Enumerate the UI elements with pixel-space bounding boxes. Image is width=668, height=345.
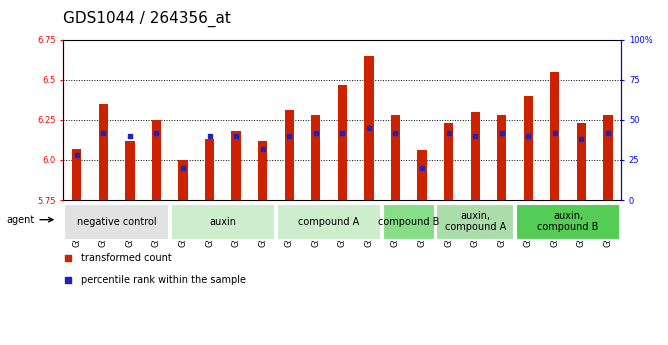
Point bbox=[417, 165, 428, 171]
Bar bbox=[444, 123, 454, 200]
Bar bbox=[311, 115, 321, 200]
Point bbox=[576, 136, 587, 142]
Point bbox=[311, 130, 321, 136]
Bar bbox=[516, 204, 621, 239]
Bar bbox=[152, 120, 161, 200]
Text: percentile rank within the sample: percentile rank within the sample bbox=[81, 275, 246, 285]
Bar bbox=[231, 131, 240, 200]
Point bbox=[496, 130, 507, 136]
Bar bbox=[277, 204, 381, 239]
Bar bbox=[364, 56, 373, 200]
Point bbox=[63, 255, 73, 261]
Point bbox=[390, 130, 401, 136]
Point bbox=[204, 133, 215, 139]
Text: compound A: compound A bbox=[299, 217, 359, 227]
Bar bbox=[470, 112, 480, 200]
Bar bbox=[436, 204, 514, 239]
Bar bbox=[258, 141, 267, 200]
Bar bbox=[497, 115, 506, 200]
Point bbox=[98, 130, 109, 136]
Point bbox=[71, 152, 82, 158]
Point bbox=[124, 133, 135, 139]
Text: negative control: negative control bbox=[77, 217, 156, 227]
Bar bbox=[64, 204, 169, 239]
Point bbox=[523, 133, 534, 139]
Text: GDS1044 / 264356_at: GDS1044 / 264356_at bbox=[63, 11, 231, 27]
Bar bbox=[285, 110, 294, 200]
Text: agent: agent bbox=[6, 215, 53, 225]
Point bbox=[550, 130, 560, 136]
Bar bbox=[524, 96, 533, 200]
Point bbox=[151, 130, 162, 136]
Text: auxin: auxin bbox=[209, 217, 236, 227]
Point bbox=[603, 130, 613, 136]
Bar bbox=[72, 149, 81, 200]
Text: auxin,
compound B: auxin, compound B bbox=[538, 211, 599, 233]
Bar bbox=[170, 204, 275, 239]
Point bbox=[284, 133, 295, 139]
Text: compound B: compound B bbox=[378, 217, 440, 227]
Bar bbox=[383, 204, 434, 239]
Bar bbox=[550, 72, 560, 200]
Text: transformed count: transformed count bbox=[81, 253, 172, 263]
Bar bbox=[391, 115, 400, 200]
Bar bbox=[338, 85, 347, 200]
Point bbox=[363, 125, 374, 131]
Point bbox=[63, 277, 73, 283]
Bar bbox=[205, 139, 214, 200]
Bar bbox=[125, 141, 134, 200]
Bar bbox=[576, 123, 586, 200]
Point bbox=[444, 130, 454, 136]
Point bbox=[337, 130, 348, 136]
Bar bbox=[418, 150, 427, 200]
Bar bbox=[603, 115, 613, 200]
Point bbox=[257, 146, 268, 151]
Bar bbox=[99, 104, 108, 200]
Point bbox=[470, 133, 480, 139]
Text: auxin,
compound A: auxin, compound A bbox=[444, 211, 506, 233]
Point bbox=[230, 133, 241, 139]
Bar bbox=[178, 160, 188, 200]
Point bbox=[178, 165, 188, 171]
